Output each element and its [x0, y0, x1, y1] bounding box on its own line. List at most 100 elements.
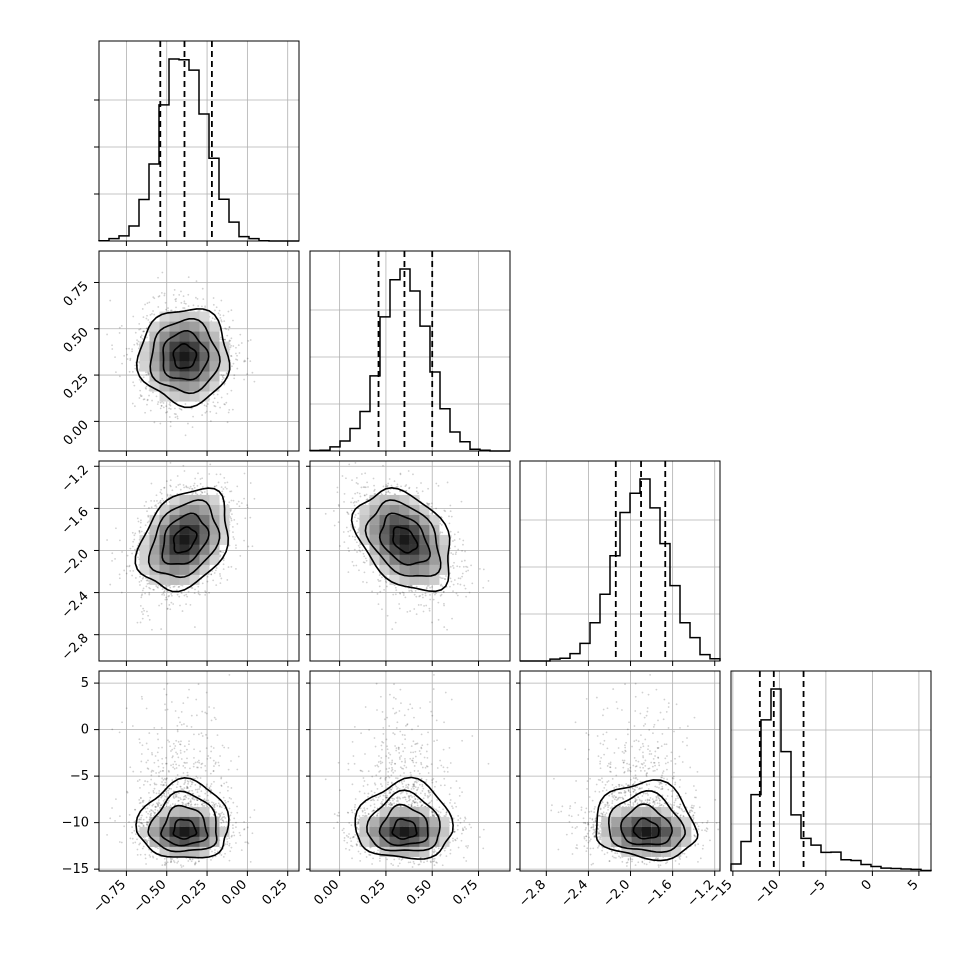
pair-0-2-point — [191, 488, 194, 490]
pair-0-1-point — [118, 326, 121, 329]
pair-0-2-point — [146, 582, 149, 585]
pair-0-2-point — [143, 505, 146, 507]
pair-0-2-density-cell — [169, 564, 180, 575]
pair-1-2-point — [391, 628, 394, 630]
pair-0-1-point — [236, 359, 239, 361]
pair-0-2-point — [137, 556, 139, 559]
pair-0-2-point — [168, 584, 171, 587]
pair-0-1-point — [159, 422, 162, 425]
pair-0-2-point — [217, 481, 220, 484]
pair-0-1-point — [160, 291, 163, 294]
pair-0-1-point — [166, 411, 169, 413]
pair-0-2-point — [170, 593, 173, 595]
pair-0-1-point — [145, 371, 147, 374]
pair-0-1-density-cell — [179, 311, 190, 322]
pair-0-1-point — [228, 339, 231, 342]
pair-0-1-point — [253, 380, 256, 383]
pair-0-2-point — [195, 492, 197, 495]
pair-0-2-point — [240, 502, 243, 505]
pair-0-2-point — [128, 564, 131, 567]
pair-0-1-point — [233, 374, 236, 377]
pair-0-1-point — [209, 420, 212, 423]
pair-0-2-point — [190, 586, 193, 589]
pair-1-2-point — [359, 495, 362, 498]
pair-1-2-point — [464, 587, 467, 590]
pair-0-1-point — [111, 348, 114, 350]
pair-0-2-point — [169, 484, 172, 487]
pair-0-2-point — [206, 575, 209, 578]
pair-0-1-point — [131, 350, 133, 353]
pair-0-2-density-cell — [199, 564, 210, 575]
pair-0-1-point — [139, 336, 142, 338]
pair-0-1-density-cell — [209, 381, 220, 392]
pair-0-2-point — [189, 604, 192, 606]
pair-0-2-point — [155, 494, 158, 497]
pair-1-2-point — [461, 549, 463, 552]
pair-0-2-point — [210, 573, 213, 576]
pair-0-2-point — [132, 570, 135, 572]
marginal-3-bg — [731, 671, 931, 871]
pair-0-1-point — [178, 293, 181, 296]
pair-0-2-point — [223, 495, 226, 498]
pair-0-1-density-cell — [219, 361, 230, 372]
pair-0-1-point — [215, 306, 218, 309]
pair-0-1-point — [175, 306, 177, 309]
pair-0-1-density-cell — [169, 351, 180, 362]
pair-0-2-point — [181, 610, 184, 612]
pair-0-1-point — [243, 378, 245, 381]
pair-0-2-density-cell — [199, 504, 210, 515]
pair-0-2-point — [169, 461, 172, 464]
pair-0-2-point — [187, 590, 190, 593]
pair-0-2-point — [208, 473, 211, 475]
pair-0-2-point — [149, 587, 152, 590]
pair-0-2-density-cell — [179, 494, 190, 505]
pair-0-2-point — [165, 596, 168, 599]
pair-0-2-point — [176, 593, 179, 596]
pair-0-2-point — [111, 559, 113, 562]
pair-0-2-point — [141, 589, 144, 592]
pair-0-2-point — [139, 584, 141, 586]
pair-0-2-point — [160, 628, 163, 630]
pair-0-1-point — [196, 298, 199, 300]
pair-1-2-point — [450, 515, 453, 518]
pair-0-2-point — [215, 567, 218, 569]
pair-0-2-density-cell — [199, 544, 210, 555]
pair-1-2-point — [424, 592, 427, 595]
pair-0-2-point — [170, 594, 173, 597]
pair-0-1-point — [138, 378, 141, 381]
pair-0-2-contour-3 — [134, 487, 230, 593]
pair-0-1-point — [160, 404, 163, 407]
pair-0-2-density-cell — [189, 524, 200, 535]
pair-1-2-point — [357, 544, 360, 547]
pair-0-2-point — [150, 482, 153, 485]
pair-0-1-point — [144, 387, 147, 389]
pair-0-1-point — [145, 385, 148, 388]
pair-0-1-point — [138, 322, 141, 325]
pair-0-1-point — [141, 337, 144, 340]
pair-0-2-point — [222, 559, 225, 562]
pair-0-1-density-cell — [159, 361, 170, 372]
pair-0-1-density-cell — [209, 351, 220, 362]
pair-0-1-point — [209, 410, 212, 413]
pair-0-2-point — [148, 593, 151, 596]
pair-0-1-point — [217, 312, 220, 315]
pair-0-1-point — [134, 364, 137, 367]
pair-0-1-point — [228, 326, 231, 328]
pair-0-2-density-cell — [169, 504, 180, 515]
pair-0-1-point — [165, 411, 167, 414]
pair-0-2-point — [126, 554, 129, 557]
pair-0-1-point — [240, 342, 243, 344]
pair-0-1-density-cell — [159, 351, 170, 362]
pair-0-1-point — [197, 310, 200, 312]
pair-0-2-point — [230, 517, 233, 520]
pair-0-1-point — [179, 408, 182, 411]
pair-0-2-point — [185, 486, 188, 489]
pair-0-2-point — [140, 596, 143, 599]
pair-0-1-point — [137, 340, 140, 343]
pair-0-2-density-cell — [209, 554, 220, 565]
pair-0-1-point — [216, 401, 219, 404]
pair-0-2-point — [147, 582, 150, 585]
pair-0-1-density-cell — [169, 391, 180, 402]
pair-0-2-point — [182, 484, 185, 486]
pair-0-2-point — [129, 570, 132, 572]
